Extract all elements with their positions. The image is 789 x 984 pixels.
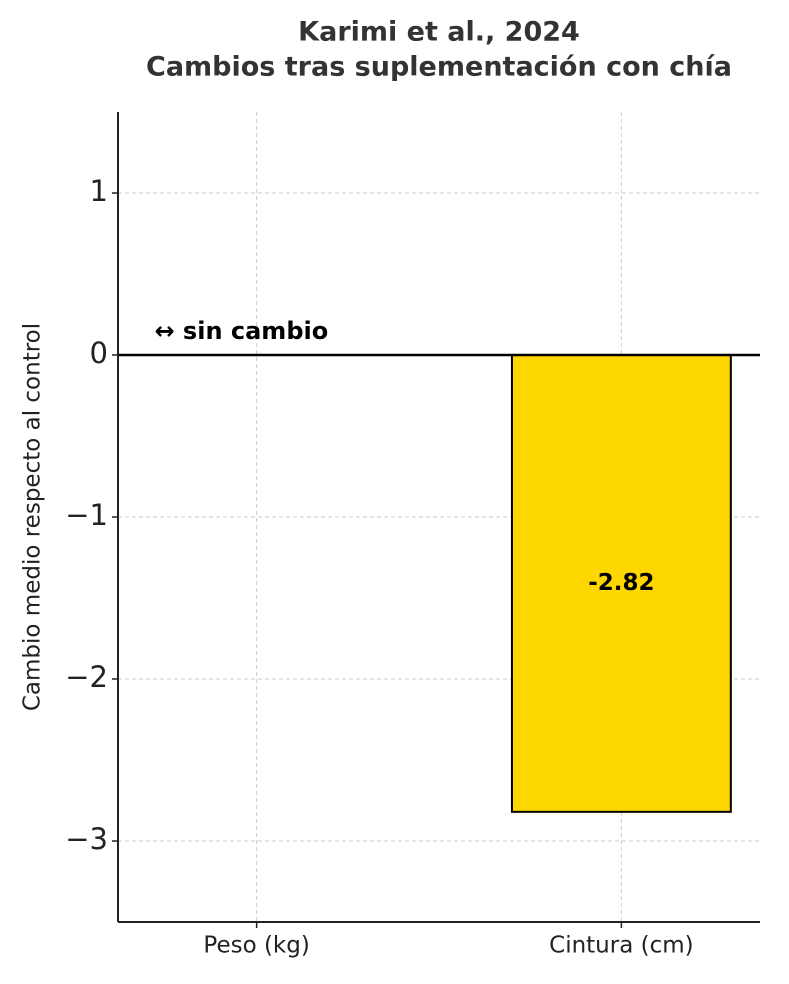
bar bbox=[510, 354, 732, 813]
x-tick-label: Peso (kg) bbox=[203, 933, 309, 959]
data-label: -2.82 bbox=[588, 570, 654, 596]
y-tick-label: −2 bbox=[65, 660, 108, 694]
y-tick-label: 1 bbox=[90, 174, 108, 208]
y-tick-label: −3 bbox=[65, 822, 108, 856]
chart-subtitle: Cambios tras suplementación con chía bbox=[146, 52, 732, 83]
chart-title: Karimi et al., 2024 bbox=[298, 17, 580, 48]
y-axis-label: Cambio medio respecto al control bbox=[20, 323, 46, 711]
annotation: ↔ sin cambio bbox=[154, 317, 328, 345]
x-tick-label: Cintura (cm) bbox=[549, 933, 693, 959]
y-tick-label: −1 bbox=[65, 498, 108, 532]
y-tick-label: 0 bbox=[90, 336, 108, 370]
